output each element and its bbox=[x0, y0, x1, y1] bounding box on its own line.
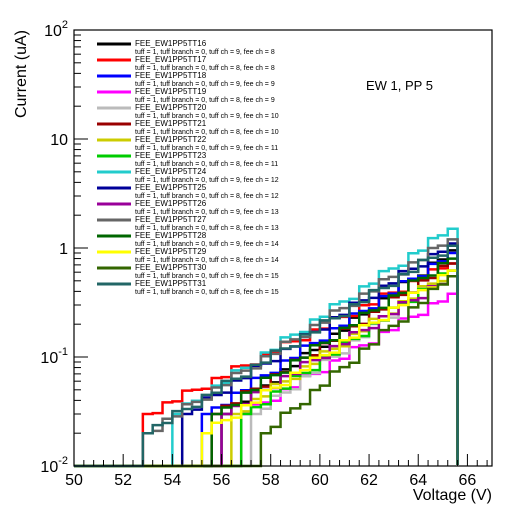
legend-entry-name: FEE_EW1PP5TT20 bbox=[135, 103, 207, 112]
series-line-fee-ew1pp5tt31 bbox=[74, 244, 459, 468]
legend-entry-name: FEE_EW1PP5TT19 bbox=[135, 87, 207, 96]
legend-entry-desc: tuff = 1, tuff branch = 0, tuff ch = 8, … bbox=[135, 65, 275, 72]
y-tick-base: 10 bbox=[40, 459, 58, 476]
legend-entry-desc: tuff = 1, tuff branch = 0, tuff ch = 9, … bbox=[135, 273, 279, 280]
legend-entry-desc: tuff = 1, tuff branch = 0, tuff ch = 8, … bbox=[135, 289, 279, 296]
x-tick-label: 60 bbox=[311, 472, 329, 489]
legend-entry-desc: tuff = 1, tuff branch = 0, tuff ch = 9, … bbox=[135, 241, 279, 248]
x-tick-label: 66 bbox=[459, 472, 477, 489]
legend-entry-name: FEE_EW1PP5TT16 bbox=[135, 39, 207, 48]
y-tick-label: 102 bbox=[44, 19, 68, 40]
y-tick-exponent: 2 bbox=[62, 19, 68, 31]
x-tick-label: 52 bbox=[114, 472, 132, 489]
legend-entry-desc: tuff = 1, tuff branch = 0, tuff ch = 8, … bbox=[135, 161, 278, 168]
x-tick-label: 62 bbox=[360, 472, 378, 489]
y-tick-base: 10 bbox=[40, 350, 58, 367]
legend-entry-name: FEE_EW1PP5TT26 bbox=[135, 199, 207, 208]
legend-entry-desc: tuff = 1, tuff branch = 0, tuff ch = 9, … bbox=[135, 81, 275, 88]
legend-entry-desc: tuff = 1, tuff branch = 0, tuff ch = 8, … bbox=[135, 193, 279, 200]
legend-entry-name: FEE_EW1PP5TT18 bbox=[135, 71, 207, 80]
x-axis: 50 52 54 56 58 60 62 64 66 bbox=[65, 454, 488, 489]
legend-entry-name: FEE_EW1PP5TT21 bbox=[135, 119, 207, 128]
x-tick-label: 64 bbox=[409, 472, 427, 489]
legend-entry-name: FEE_EW1PP5TT17 bbox=[135, 55, 207, 64]
legend-entry-name: FEE_EW1PP5TT24 bbox=[135, 167, 207, 176]
legend-entry-desc: tuff = 1, tuff branch = 0, tuff ch = 8, … bbox=[135, 97, 275, 104]
legend-entry-name: FEE_EW1PP5TT31 bbox=[135, 279, 207, 288]
y-tick-label: 10-1 bbox=[40, 346, 68, 367]
legend-entry-name: FEE_EW1PP5TT23 bbox=[135, 151, 207, 160]
x-tick-label: 56 bbox=[213, 472, 231, 489]
legend-entry-name: FEE_EW1PP5TT28 bbox=[135, 231, 207, 240]
y-tick-exponent: -1 bbox=[58, 346, 68, 358]
legend-entry-desc: tuff = 1, tuff branch = 0, tuff ch = 9, … bbox=[135, 145, 278, 152]
legend-entry-name: FEE_EW1PP5TT27 bbox=[135, 215, 207, 224]
legend-entry-desc: tuff = 1, tuff branch = 0, tuff ch = 9, … bbox=[135, 49, 275, 56]
series-layer bbox=[74, 227, 459, 468]
y-axis-title: Current (uA) bbox=[13, 30, 30, 118]
legend-entry-desc: tuff = 1, tuff branch = 0, tuff ch = 8, … bbox=[135, 257, 279, 264]
legend-entry-desc: tuff = 1, tuff branch = 0, tuff ch = 9, … bbox=[135, 177, 279, 184]
series-line-fee-ew1pp5tt24 bbox=[74, 227, 459, 468]
y-tick-text: 1 bbox=[59, 241, 68, 258]
y-tick-label: 10 bbox=[50, 132, 68, 149]
y-tick-text: 10 bbox=[50, 132, 68, 149]
series-line-fee-ew1pp5tt30 bbox=[74, 275, 459, 468]
x-axis-title: Voltage (V) bbox=[413, 487, 492, 504]
y-tick-label: 1 bbox=[59, 241, 68, 258]
y-tick-exponent: -2 bbox=[58, 455, 68, 467]
series-line-fee-ew1pp5tt29 bbox=[74, 269, 459, 468]
x-tick-label: 50 bbox=[65, 472, 83, 489]
y-tick-label: 10-2 bbox=[40, 455, 68, 476]
legend-entry-name: FEE_EW1PP5TT30 bbox=[135, 263, 207, 272]
x-tick-label: 58 bbox=[262, 472, 280, 489]
series-line-fee-ew1pp5tt28 bbox=[74, 257, 459, 468]
legend-entry-name: FEE_EW1PP5TT29 bbox=[135, 247, 207, 256]
legend-entry-desc: tuff = 1, tuff branch = 0, tuff ch = 8, … bbox=[135, 225, 279, 232]
x-tick-label: 54 bbox=[163, 472, 181, 489]
legend-entry-desc: tuff = 1, tuff branch = 0, tuff ch = 9, … bbox=[135, 209, 279, 216]
legend-entry-name: FEE_EW1PP5TT22 bbox=[135, 135, 207, 144]
chart-annotation: EW 1, PP 5 bbox=[366, 78, 433, 93]
legend-entry-desc: tuff = 1, tuff branch = 0, tuff ch = 9, … bbox=[135, 113, 279, 120]
y-tick-base: 10 bbox=[44, 23, 62, 40]
legend-entry-name: FEE_EW1PP5TT25 bbox=[135, 183, 207, 192]
legend-entry-desc: tuff = 1, tuff branch = 0, tuff ch = 8, … bbox=[135, 129, 279, 136]
